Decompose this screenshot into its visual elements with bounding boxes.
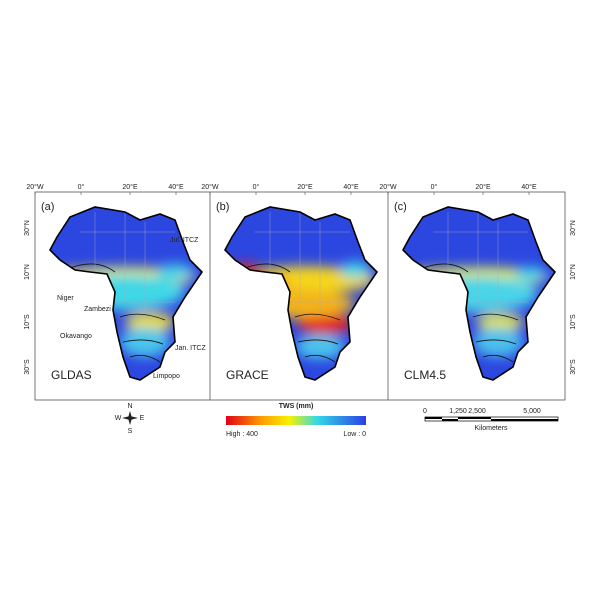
basins [239,263,341,363]
lat-label: 10°N [23,264,31,280]
lat-label: 30°S [569,359,577,375]
annotation: Okavango [60,333,92,340]
heat-blob [120,327,170,357]
scale-label: 2,500 [468,408,486,415]
colorbar [226,416,366,425]
panel-name: GRACE [226,368,269,382]
lon-label: 20°W [379,183,397,191]
lat-label: 30°N [569,220,577,236]
heat-layer [225,207,377,380]
heat-blob [295,335,345,359]
lon-label: 40°E [168,183,184,191]
heat-layer [403,207,555,380]
lat-label: 30°N [23,220,31,236]
scale-bar [424,416,559,422]
lon-label: 0° [431,183,438,191]
compass [122,411,138,425]
lon-label: 20°E [475,183,491,191]
legend-low: Low : 0 [343,431,366,438]
lon-label: 40°E [521,183,537,191]
compass-n: N [127,403,132,410]
borders [80,212,175,312]
lon-label: 40°E [343,183,359,191]
annotation: Jan. ITCZ [175,345,206,352]
borders [433,212,528,312]
annotation: Limpopo [153,373,180,380]
basins [417,263,519,363]
heat-blob [340,262,370,278]
scale-label: 5,000 [523,408,541,415]
annotation: Zambezi [84,306,111,313]
panel-label: (a) [41,201,54,213]
lon-label: 20°W [26,183,44,191]
panel-label: (c) [394,201,407,213]
annotation: Jul. ITCZ [170,237,199,244]
panel-name: CLM4.5 [404,368,446,382]
compass-w: W [115,415,122,422]
labels: 20°W 0° 20°E 40°E (a) GLDAS 20°W 0° 20°E 40°E (b) G… [23,183,577,438]
lon-label: 20°W [201,183,219,191]
lon-label: 0° [253,183,260,191]
scale-label: 0 [423,408,427,415]
maps [49,206,556,381]
lon-label: 20°E [122,183,138,191]
basins [64,263,166,363]
map [402,206,556,381]
lat-label: 10°S [569,314,577,330]
annotation: Niger [57,295,74,302]
lat-label: 10°S [23,314,31,330]
heat-blob [473,327,523,357]
compass-e: E [140,415,145,422]
heat-blob [297,314,353,334]
legend-high: High : 400 [226,431,258,438]
heat-blob [125,313,175,331]
lon-label: 0° [78,183,85,191]
lat-label: 10°N [569,264,577,280]
scale-label: 1,250 [449,408,467,415]
frame [34,191,566,401]
borders [255,212,350,312]
legend-title: TWS (mm) [279,403,314,410]
scale-unit: Kilometers [474,425,508,432]
compass-s: S [128,428,133,435]
heat-blob [515,267,545,281]
map [224,206,378,381]
panel-label: (b) [216,201,229,213]
panel-name: GLDAS [51,368,92,382]
lon-label: 20°E [297,183,313,191]
heat-blob [157,264,193,280]
lat-label: 30°S [23,359,31,375]
